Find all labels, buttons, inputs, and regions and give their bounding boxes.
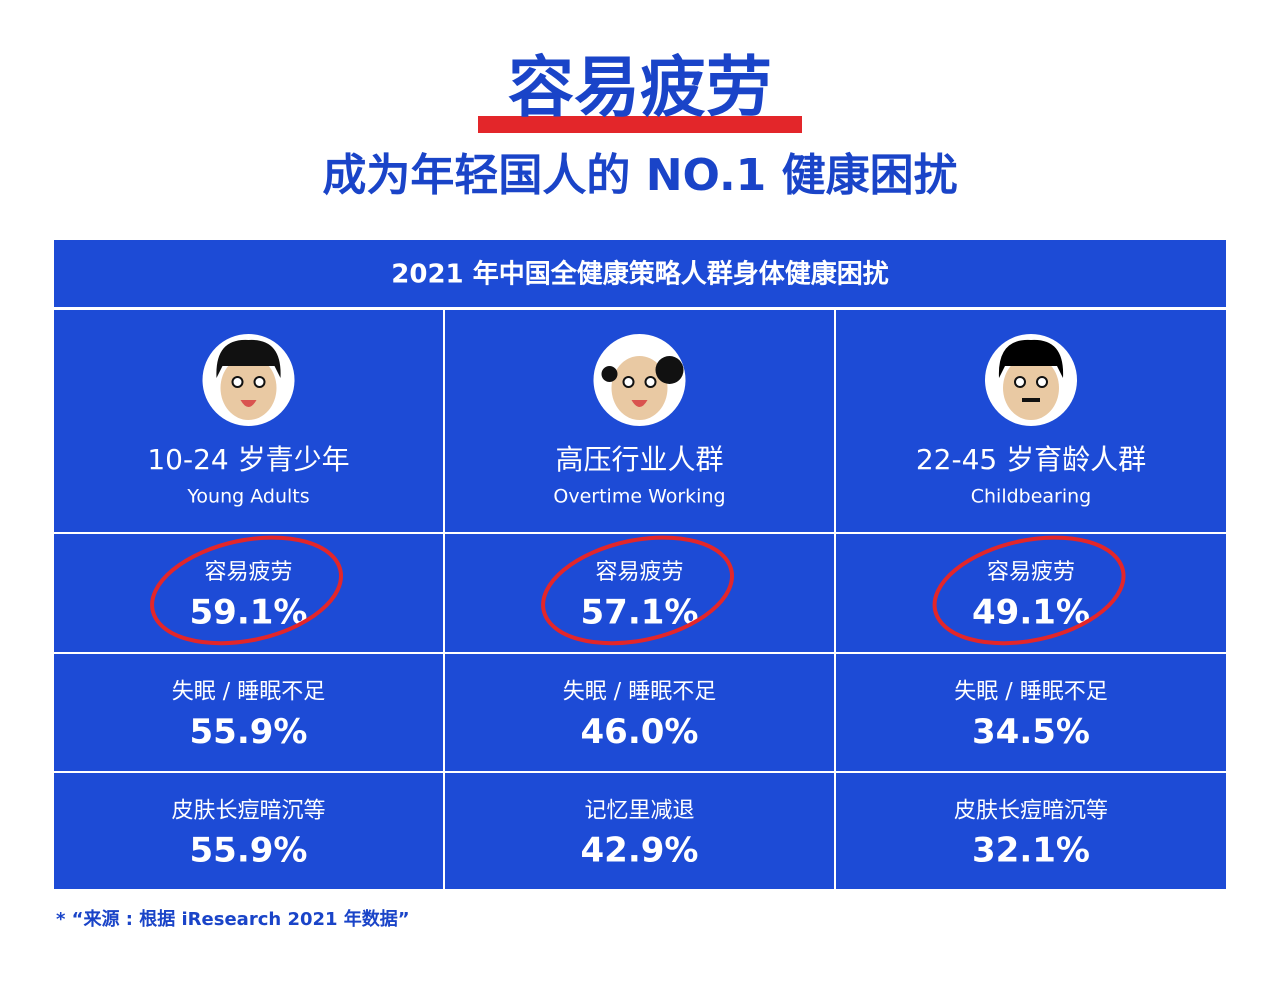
subtitle: 成为年轻国人的 NO.1 健康困扰 — [322, 150, 957, 201]
avatar-face — [220, 356, 277, 420]
title: 容易疲劳 — [508, 49, 772, 126]
table-cell — [445, 534, 834, 652]
highlight-circle — [150, 535, 344, 646]
cell-label: 失眠 / 睡眠不足 — [563, 680, 716, 705]
avatar-eye — [253, 376, 266, 388]
cell-value: 57.1% — [581, 593, 699, 633]
column-name: 10-24 岁青少年 — [147, 443, 349, 476]
table-cell — [836, 534, 1226, 652]
table-cell — [445, 773, 834, 889]
cell-label: 皮肤长痘暗沉等 — [171, 798, 325, 823]
column-name-en: Childbearing — [971, 486, 1092, 508]
column-name-en: Overtime Working — [553, 486, 725, 508]
cell-value: 46.0% — [581, 712, 699, 752]
table-cell — [836, 773, 1226, 889]
column-name: 高压行业人群 — [555, 443, 723, 476]
cell-label: 失眠 / 睡眠不足 — [954, 680, 1107, 705]
avatar-mustache — [1022, 398, 1040, 402]
footnote: * “来源 : 根据 iResearch 2021 年数据” — [56, 908, 410, 930]
cell-value: 42.9% — [581, 830, 699, 870]
avatar-face — [611, 356, 668, 420]
avatar-hair — [216, 339, 281, 378]
cell-label: 容易疲劳 — [987, 560, 1075, 585]
avatar-hair — [655, 356, 684, 384]
title-underline — [478, 116, 802, 133]
table-cell — [836, 654, 1226, 771]
column-name: 22-45 岁育龄人群 — [916, 443, 1146, 476]
cell-label: 失眠 / 睡眠不足 — [172, 680, 325, 705]
table-cell — [445, 654, 834, 771]
cell-value: 49.1% — [972, 593, 1090, 633]
avatar-eye — [1014, 376, 1026, 388]
cell-label: 容易疲劳 — [204, 560, 292, 585]
cell-label: 容易疲劳 — [595, 560, 683, 585]
avatar-eye — [644, 376, 657, 388]
avatar-hair — [601, 366, 618, 382]
highlight-circle — [541, 535, 735, 646]
column-name-en: Young Adults — [186, 486, 309, 508]
cell-value: 55.9% — [190, 830, 308, 870]
table-title: 2021 年中国全健康策略人群身体健康困扰 — [391, 259, 888, 290]
cell-value: 32.1% — [972, 830, 1090, 870]
avatar-eye — [1036, 376, 1048, 388]
table-cell — [54, 534, 443, 652]
highlight-circle — [932, 535, 1126, 646]
avatar-face — [1003, 356, 1059, 420]
table-cell — [54, 654, 443, 771]
table-header — [54, 240, 1226, 307]
cell-label: 记忆里减退 — [584, 798, 694, 823]
avatar-mouth — [631, 400, 648, 407]
avatar-mouth — [240, 400, 257, 407]
cell-value: 55.9% — [190, 712, 308, 752]
avatar-hair — [998, 339, 1064, 378]
table-cell — [54, 773, 443, 889]
cell-value: 59.1% — [190, 593, 308, 633]
cell-label: 皮肤长痘暗沉等 — [954, 798, 1108, 823]
avatar-eye — [231, 376, 244, 388]
avatar-eye — [622, 376, 635, 388]
cell-value: 34.5% — [972, 712, 1090, 752]
